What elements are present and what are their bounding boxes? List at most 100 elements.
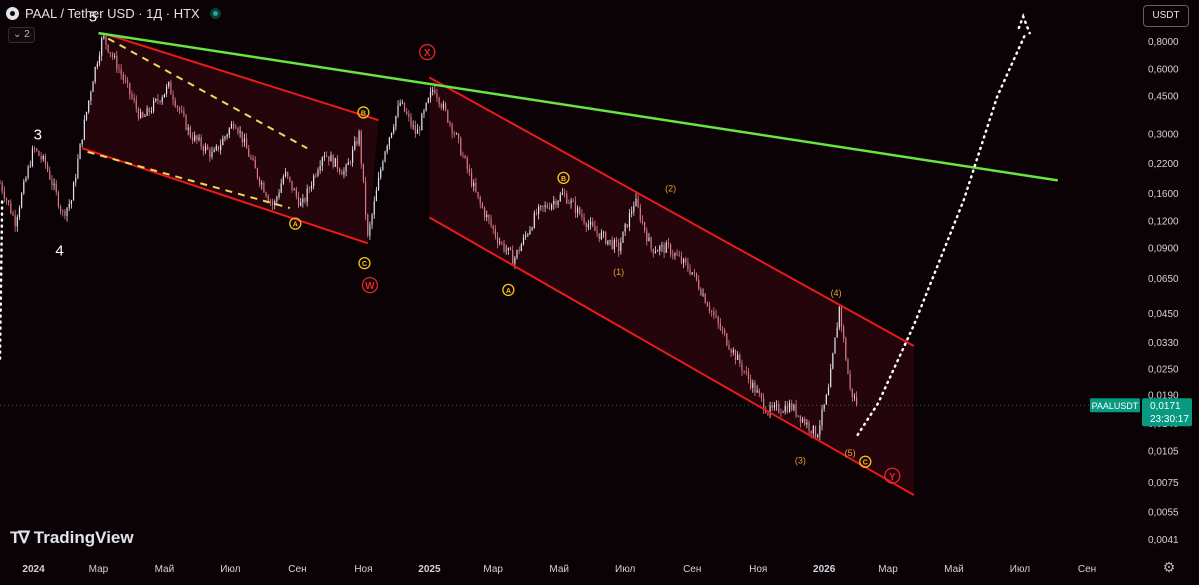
y-tick-label-4: 0,3000 (1148, 130, 1179, 141)
y-tick-label-17: 0,0055 (1148, 507, 1179, 518)
symbol-title[interactable]: PAAL / Tether USD · 1Д · HTX (25, 6, 200, 21)
candle-body-375 (810, 430, 812, 434)
wave-label-10: (1) (613, 267, 624, 277)
price-axis[interactable] (1140, 0, 1199, 580)
currency-button[interactable]: USDT (1143, 5, 1189, 27)
channel-fill-2 (429, 77, 914, 496)
candle-body-102 (220, 145, 222, 150)
candle-body-17 (36, 148, 38, 151)
candle-body-317 (685, 258, 687, 263)
candle-body-282 (609, 239, 611, 241)
symbol-price-tag (1090, 398, 1140, 413)
candle-body-115 (248, 148, 250, 157)
candle-body-10 (21, 193, 23, 208)
candle-body-202 (436, 93, 438, 98)
candle-body-52 (111, 53, 114, 57)
candle-body-134 (289, 176, 291, 181)
candle-body-178 (384, 151, 386, 162)
candle-body-180 (388, 137, 390, 146)
candle-body-284 (613, 239, 615, 249)
gear-icon[interactable]: ⚙ (1162, 559, 1176, 575)
wave-label-12: (3) (795, 456, 806, 466)
x-tick-label-4: Сен (288, 564, 306, 575)
candle-body-157 (339, 168, 341, 173)
candle-body-386 (834, 337, 836, 354)
candle-body-153 (330, 155, 332, 162)
candle-body-338 (730, 349, 732, 353)
candle-body-396 (856, 396, 858, 405)
candle-body-98 (211, 151, 213, 157)
candle-body-68 (146, 108, 148, 116)
y-tick-label-12: 0,0250 (1148, 364, 1179, 375)
candle-body-129 (278, 192, 280, 197)
candle-body-11 (23, 181, 25, 194)
candle-body-83 (178, 107, 181, 111)
candle-body-58 (124, 79, 127, 81)
candle-body-96 (207, 146, 209, 150)
y-tick-label-1: 0,8000 (1148, 37, 1179, 48)
candle-body-341 (737, 354, 739, 361)
candle-body-290 (626, 224, 628, 228)
candle-body-121 (261, 183, 263, 185)
candle-body-360 (778, 404, 780, 413)
time-axis[interactable] (0, 555, 1199, 580)
candle-body-104 (224, 136, 226, 139)
candle-body-179 (386, 145, 388, 152)
indicators-collapse-button[interactable]: ⌄ 2 (8, 27, 35, 43)
candle-body-48 (103, 36, 105, 39)
candle-body-253 (546, 205, 548, 208)
candle-body-91 (196, 135, 198, 140)
y-tick-label-11: 0,0330 (1148, 338, 1179, 349)
candle-body-295 (637, 198, 639, 208)
candle-body-304 (657, 250, 659, 252)
y-tick-label-15: 0,0105 (1148, 446, 1179, 457)
wave-circle-6 (361, 276, 379, 294)
candle-body-246 (531, 227, 533, 230)
candle-body-212 (457, 133, 460, 139)
wave-label-8: A (506, 288, 511, 295)
symbol-logo-icon (6, 7, 19, 20)
candle-body-15 (31, 148, 34, 166)
candle-body-192 (414, 125, 416, 134)
candle-body-160 (345, 164, 347, 172)
candle-body-206 (445, 103, 447, 111)
candle-body-69 (148, 108, 150, 113)
candle-body-342 (739, 354, 741, 364)
candle-body-99 (213, 149, 215, 152)
y-tick-label-6: 0,1600 (1148, 189, 1179, 200)
market-open-icon (209, 8, 221, 19)
candle-body-292 (631, 211, 633, 214)
candle-body-346 (747, 371, 750, 379)
channel-upper-line-1 (102, 32, 379, 122)
candle-body-388 (838, 306, 840, 328)
tradingview-logo[interactable]: T∇ TradingView (10, 528, 134, 548)
symbol-header[interactable]: PAAL / Tether USD · 1Д · HTX (6, 6, 221, 21)
candle-body-223 (481, 203, 483, 208)
wave-label-13: (4) (831, 288, 842, 298)
candle-body-6 (12, 213, 14, 216)
tradingview-logo-text: TradingView (33, 528, 134, 547)
candle-body-343 (741, 363, 743, 371)
x-tick-label-0: 2024 (22, 564, 45, 575)
candle-body-269 (581, 214, 583, 218)
y-tick-label-7: 0,1200 (1148, 216, 1179, 227)
candle-body-215 (464, 155, 466, 159)
wave-circle-16 (884, 467, 901, 484)
candle-body-9 (18, 207, 21, 217)
candle-body-238 (514, 257, 516, 264)
candle-body-167 (360, 131, 362, 164)
candle-body-106 (228, 128, 230, 135)
candle-body-362 (782, 412, 784, 413)
candle-body-252 (544, 205, 546, 208)
y-tick-label-9: 0,0650 (1148, 274, 1179, 285)
candle-body-191 (412, 125, 414, 127)
candle-body-214 (462, 155, 464, 157)
candle-body-196 (423, 110, 425, 115)
candle-body-110 (237, 128, 239, 133)
candle-body-259 (559, 194, 561, 201)
candle-body-150 (323, 155, 326, 158)
candle-body-37 (79, 144, 81, 160)
candle-body-142 (306, 188, 308, 202)
